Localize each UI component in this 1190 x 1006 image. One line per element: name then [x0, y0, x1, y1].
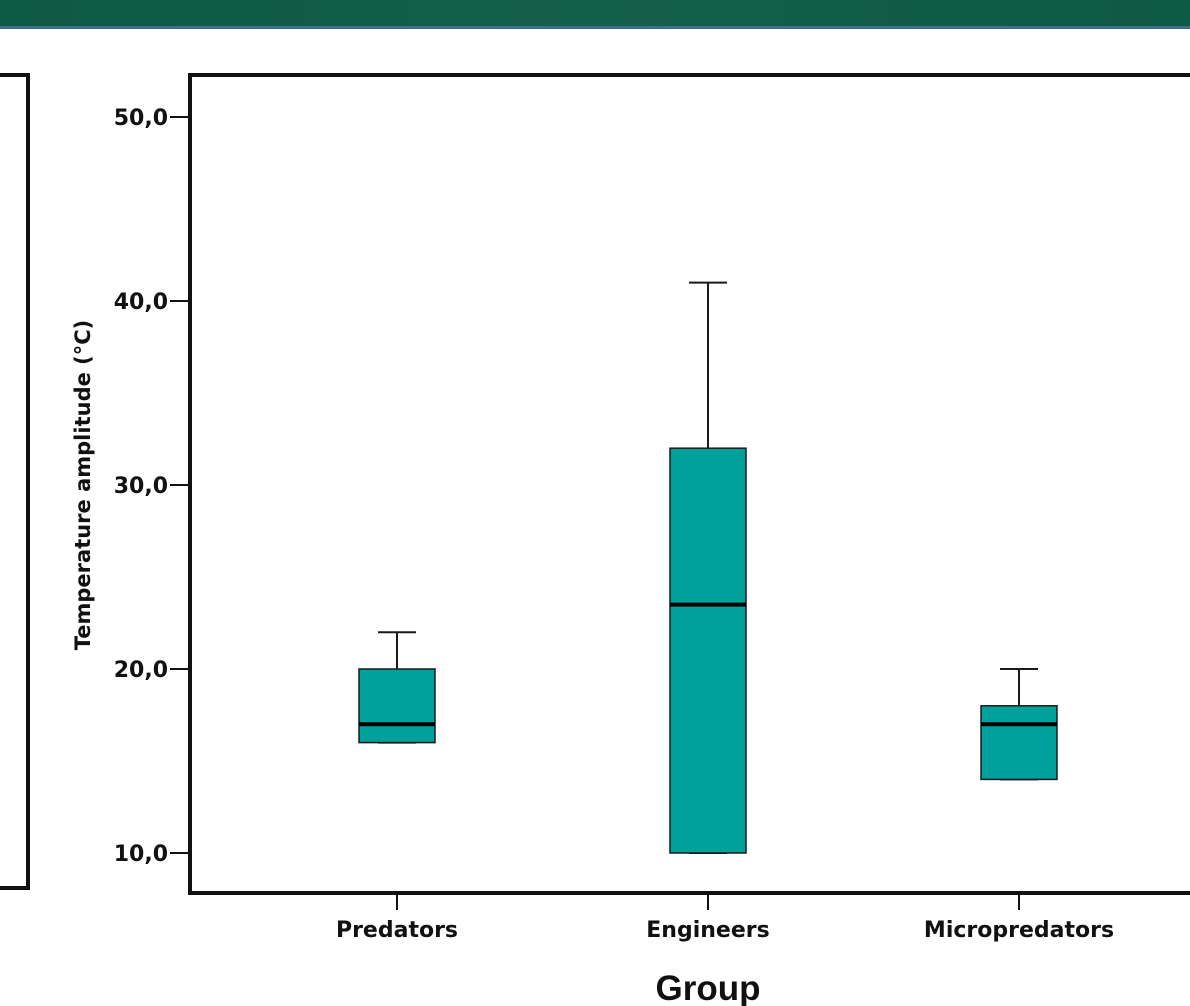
y-tick-label: 50,0 — [114, 106, 168, 131]
box-micropredators — [980, 668, 1058, 781]
x-tick-label: Predators — [336, 918, 458, 943]
iqr-box — [358, 668, 436, 744]
box-engineers — [669, 281, 747, 854]
left-panel-frame — [0, 73, 30, 890]
x-axis: Predators Engineers Micropredators — [336, 893, 1114, 943]
box-predators — [358, 631, 436, 744]
x-axis-title: Group — [656, 969, 761, 1006]
iqr-box — [980, 705, 1058, 781]
y-tick-label: 10,0 — [114, 842, 168, 867]
y-tick-label: 20,0 — [114, 658, 168, 683]
y-axis-title: Temperature amplitude (°C) — [71, 320, 95, 651]
x-tick-label: Engineers — [646, 918, 769, 943]
x-tick-label: Micropredators — [924, 918, 1114, 943]
y-tick-label: 40,0 — [114, 290, 168, 315]
top-banner — [0, 0, 1190, 29]
iqr-box — [669, 447, 747, 854]
y-tick-label: 30,0 — [114, 474, 168, 499]
boxes-layer — [358, 281, 1058, 854]
y-axis: 10,0 20,0 30,0 40,0 50,0 — [114, 106, 190, 867]
